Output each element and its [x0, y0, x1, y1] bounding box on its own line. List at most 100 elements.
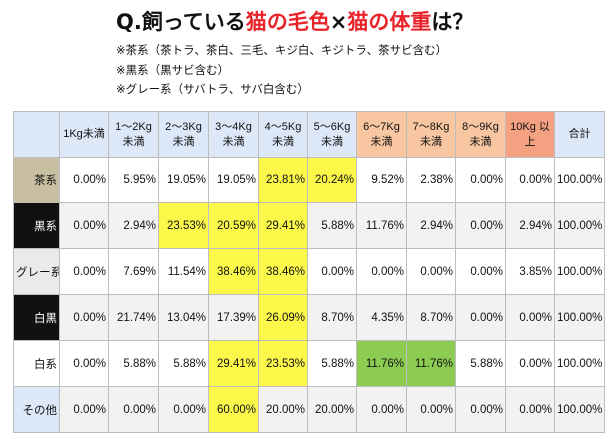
table-cell: 11.54% [158, 248, 209, 295]
column-header: 6～7Kg 未満 [356, 111, 407, 158]
table-cell: 17.39% [208, 294, 259, 341]
header-row: 1Kg未満 1～2Kg 未満 2～3Kg 未満 3～4Kg 未満 4～5Kg 未満 5～6… [13, 111, 605, 158]
table-cell: 4.35% [356, 294, 407, 341]
table-cell: 5.88% [108, 340, 159, 387]
table-cell: 0.00% [455, 294, 506, 341]
table-cell: 19.05% [208, 157, 259, 203]
table-cell: 8.70% [307, 294, 357, 341]
table-cell: 0.00% [307, 248, 357, 295]
table-row: 黒系 0.00% 2.94% 23.53% 20.59% 29.41% 5.88% 11.76… [13, 202, 605, 249]
table-cell: 13.04% [158, 294, 209, 341]
table-cell: 0.00% [108, 386, 159, 433]
table-cell: 0.00% [505, 340, 555, 387]
table-cell: 29.41% [258, 202, 308, 249]
table-cell: 0.00% [59, 248, 109, 295]
column-header: 10Kg 以上 [505, 111, 555, 158]
column-header: 1Kg未満 [59, 111, 109, 158]
table-cell: 2.94% [406, 202, 456, 249]
table-cell: 0.00% [406, 248, 456, 295]
table-cell: 0.00% [59, 386, 109, 433]
table-cell: 100.00% [554, 202, 605, 249]
table-cell: 23.53% [258, 340, 308, 387]
table-cell: 60.00% [208, 386, 259, 433]
table-cell: 38.46% [208, 248, 259, 295]
table-cell: 8.70% [406, 294, 456, 341]
note-tea-category: ※茶系（茶トラ、茶白、三毛、キジ白、キジトラ、茶サビ含む） [116, 43, 448, 57]
table-cell: 23.53% [158, 202, 209, 249]
table-cell: 29.41% [208, 340, 259, 387]
row-label: 白黒 [13, 294, 60, 341]
table-cell: 20.00% [307, 386, 357, 433]
table-cell: 23.81% [258, 157, 308, 203]
table-cell: 5.88% [307, 340, 357, 387]
table-cell: 5.88% [158, 340, 209, 387]
table-cell: 100.00% [554, 386, 605, 433]
table-cell: 0.00% [158, 386, 209, 433]
column-header: 3～4Kg 未満 [208, 111, 259, 158]
page-title: Q.飼っている猫の毛色×猫の体重は？ [116, 6, 473, 36]
title-suffix: は？ [431, 10, 474, 34]
table-cell: 20.00% [258, 386, 308, 433]
table-cell: 100.00% [554, 157, 605, 203]
table-row: 白黒 0.00% 21.74% 13.04% 17.39% 26.09% 8.70% 4.35… [13, 294, 605, 341]
note-black-category: ※黒系（黒サビ含む） [116, 63, 230, 77]
table-cell: 100.00% [554, 340, 605, 387]
table-cell: 11.76% [356, 202, 407, 249]
header: Q.飼っている猫の毛色×猫の体重は？ ※茶系（茶トラ、茶白、三毛、キジ白、キジト… [0, 0, 615, 104]
table-cell: 5.95% [108, 157, 159, 203]
table-cell: 9.52% [356, 157, 407, 203]
title-highlight-weight: 猫の体重 [347, 10, 432, 34]
table-cell: 11.76% [356, 340, 407, 387]
column-header: 7～8Kg 未満 [406, 111, 456, 158]
column-header: 1～2Kg 未満 [108, 111, 159, 158]
title-times: × [329, 10, 348, 34]
table-row: グレー系 0.00% 7.69% 11.54% 38.46% 38.46% 0.00% 0.0… [13, 248, 605, 295]
table-cell: 0.00% [356, 248, 407, 295]
table-cell: 0.00% [59, 202, 109, 249]
table-cell: 20.59% [208, 202, 259, 249]
table-cell: 100.00% [554, 248, 605, 295]
table-cell: 0.00% [455, 386, 506, 433]
table-cell: 0.00% [59, 294, 109, 341]
table-cell: 0.00% [505, 386, 555, 433]
table-cell: 38.46% [258, 248, 308, 295]
table-cell: 5.88% [307, 202, 357, 249]
table-row: 白系 0.00% 5.88% 5.88% 29.41% 23.53% 5.88% 11.76%… [13, 340, 605, 387]
table-cell: 11.76% [406, 340, 456, 387]
table-cell: 0.00% [406, 386, 456, 433]
title-prefix: Q.飼っている [116, 10, 246, 34]
table-row: 茶系 0.00% 5.95% 19.05% 19.05% 23.81% 20.24% 9.52… [13, 157, 605, 203]
table-corner-cell [13, 111, 60, 158]
table-cell: 0.00% [455, 248, 506, 295]
row-label: その他 [13, 386, 60, 433]
column-header: 4～5Kg 未満 [258, 111, 308, 158]
table-cell: 19.05% [158, 157, 209, 203]
column-header: 2～3Kg 未満 [158, 111, 209, 158]
column-header: 合計 [554, 111, 605, 158]
table-cell: 0.00% [455, 202, 506, 249]
table-cell: 0.00% [505, 157, 555, 203]
row-label: 茶系 [13, 157, 60, 203]
row-label: 白系 [13, 340, 60, 387]
weight-by-color-table: 1Kg未満 1～2Kg 未満 2～3Kg 未満 3～4Kg 未満 4～5Kg 未満 5～6… [13, 111, 605, 433]
table-cell: 2.94% [505, 202, 555, 249]
row-label: グレー系 [13, 248, 60, 295]
table-cell: 2.94% [108, 202, 159, 249]
column-header: 8～9Kg 未満 [455, 111, 506, 158]
table-cell: 5.88% [455, 340, 506, 387]
table-cell: 2.38% [406, 157, 456, 203]
table-cell: 0.00% [59, 157, 109, 203]
row-label: 黒系 [13, 202, 60, 249]
table-cell: 20.24% [307, 157, 357, 203]
table-row: その他 0.00% 0.00% 0.00% 60.00% 20.00% 20.00% 0.00… [13, 386, 605, 433]
table-cell: 7.69% [108, 248, 159, 295]
note-gray-category: ※グレー系（サバトラ、サバ白含む） [116, 82, 309, 96]
table-cell: 0.00% [356, 386, 407, 433]
table-cell: 26.09% [258, 294, 308, 341]
column-header: 5～6Kg 未満 [307, 111, 357, 158]
table-cell: 0.00% [59, 340, 109, 387]
table-cell: 0.00% [505, 294, 555, 341]
title-highlight-coat-color: 猫の毛色 [245, 10, 330, 34]
table-cell: 100.00% [554, 294, 605, 341]
table-cell: 3.85% [505, 248, 555, 295]
